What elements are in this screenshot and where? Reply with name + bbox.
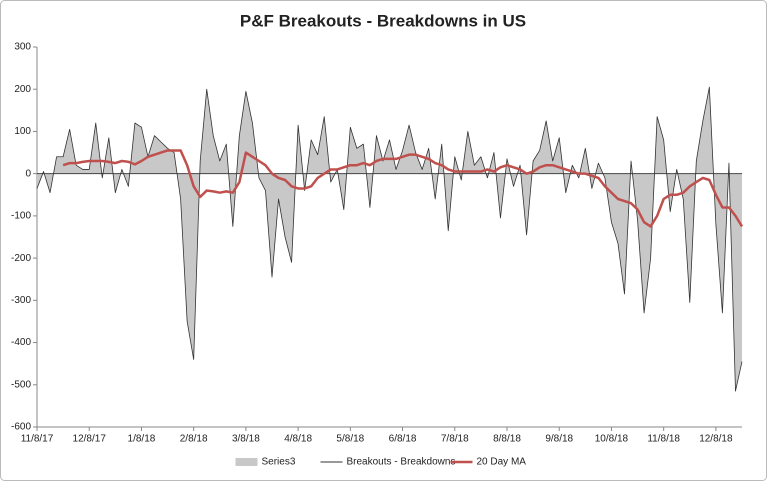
y-tick-label: 200 [14,84,31,95]
x-tick-label: 7/8/18 [441,434,469,445]
x-tick-label: 2/8/18 [180,434,208,445]
y-tick-label: -500 [11,379,31,390]
x-tick-label: 3/8/18 [232,434,260,445]
y-tick-label: -600 [11,422,31,433]
legend-label: 20 Day MA [477,457,527,468]
y-tick-label: 0 [25,168,31,179]
x-tick-label: 11/8/17 [21,434,54,445]
x-tick-label: 8/8/18 [493,434,521,445]
y-tick-label: 100 [14,126,31,137]
y-tick-label: -200 [11,253,31,264]
x-tick-label: 4/8/18 [284,434,312,445]
x-tick-label: 9/8/18 [545,434,573,445]
area [37,87,742,392]
legend-swatch [235,458,258,466]
x-tick-label: 5/8/18 [336,434,364,445]
x-tick-label: 12/8/18 [699,434,733,445]
line [36,86,743,392]
x-tick-label: 1/8/18 [128,434,156,445]
chart-title: P&F Breakouts - Breakdowns in US [240,11,526,30]
x-tick-label: 10/8/18 [595,434,629,445]
x-tick-label: 11/8/18 [647,434,680,445]
x-tick-label: 12/8/17 [73,434,107,445]
y-tick-label: -100 [11,211,31,222]
legend-label: Breakouts - Breakdowns [347,457,456,468]
line [62,149,744,228]
y-tick-label: -400 [11,337,31,348]
y-tick-label: -300 [11,295,31,306]
x-tick-label: 6/8/18 [389,434,417,445]
legend-label: Series3 [262,457,296,468]
y-tick-label: 300 [14,42,31,53]
